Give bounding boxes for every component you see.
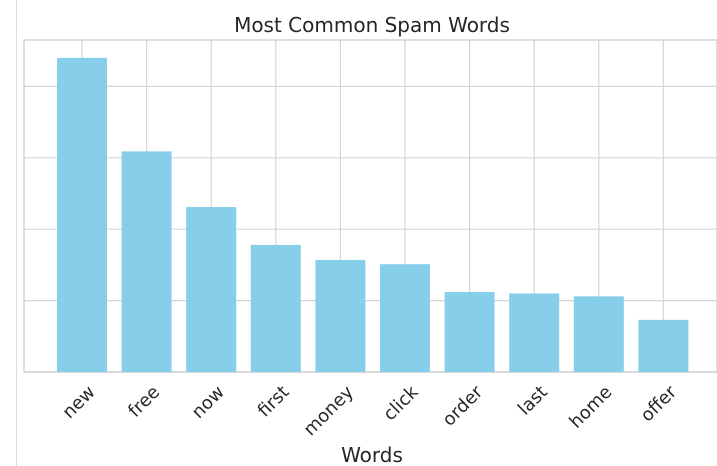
- x-tick-label-first: first: [254, 382, 294, 422]
- x-tick-labels: new free now first money click order last home of…: [58, 381, 681, 440]
- x-tick-label-home: home: [565, 382, 616, 433]
- bar-offer: [638, 319, 689, 372]
- bars: [57, 57, 689, 373]
- x-tick-label-free: free: [124, 382, 164, 422]
- bar-last: [509, 293, 560, 372]
- x-tick-label-order: order: [438, 381, 487, 430]
- x-tick-label-offer: offer: [637, 381, 682, 426]
- x-tick-label-new: new: [58, 382, 99, 423]
- x-tick-label-last: last: [514, 382, 552, 420]
- bar-home: [573, 296, 624, 372]
- x-tick-label-click: click: [379, 381, 423, 425]
- bar-free: [121, 151, 172, 372]
- bar-new: [57, 57, 107, 373]
- bar-click: [380, 264, 430, 372]
- bar-now: [186, 207, 237, 372]
- x-tick-label-now: now: [188, 382, 229, 423]
- page-edge: [16, 0, 17, 466]
- bar-first: [250, 244, 301, 372]
- bar-money: [315, 259, 366, 372]
- x-axis-label: Words: [341, 443, 403, 466]
- x-tick-label-money: money: [300, 381, 359, 440]
- bar-order: [444, 292, 495, 372]
- chart-title: Most Common Spam Words: [234, 13, 510, 37]
- plot-frame: [23, 39, 717, 373]
